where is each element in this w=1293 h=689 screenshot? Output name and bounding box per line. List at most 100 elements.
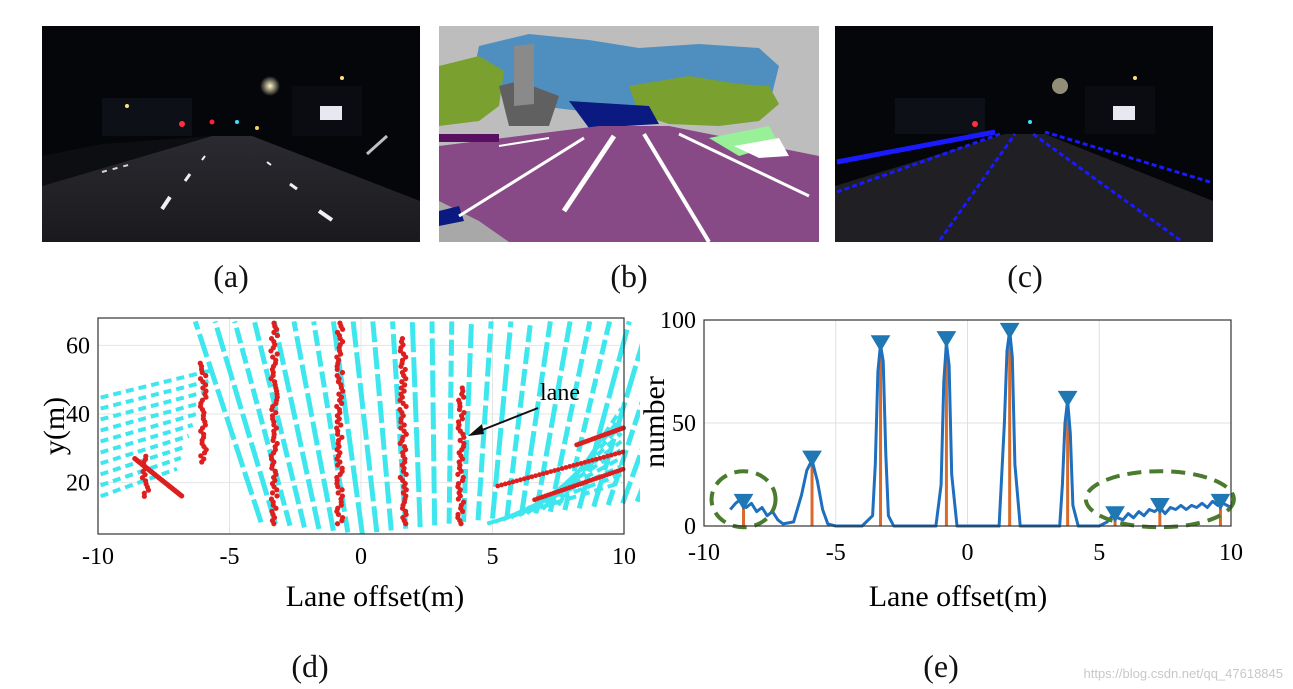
lane-point xyxy=(608,452,614,458)
lane-point xyxy=(620,466,626,472)
lane-point xyxy=(401,428,407,434)
lidar-scan-line xyxy=(475,321,494,521)
lane-point xyxy=(339,487,345,493)
x-tick-label: -10 xyxy=(688,540,720,566)
lane-point xyxy=(274,440,280,447)
lidar-scan-line xyxy=(100,434,190,466)
lidar-scan-line xyxy=(533,320,573,514)
lane-point xyxy=(612,451,618,457)
lidar-scan-line xyxy=(350,321,380,533)
lane-point xyxy=(271,320,277,326)
lane-point xyxy=(460,499,467,505)
caption-a: (a) xyxy=(213,258,249,294)
peak-marker xyxy=(870,335,891,352)
lidar-scan-line xyxy=(291,320,336,532)
lane-point xyxy=(455,471,461,477)
y-tick-label: 0 xyxy=(684,514,696,540)
lane-point xyxy=(197,376,204,382)
lidar-scan-line xyxy=(429,321,438,526)
y-axis-label: y(m) xyxy=(38,397,71,455)
lane-point xyxy=(510,479,516,485)
lane-point xyxy=(268,335,275,342)
x-tick-label: 10 xyxy=(1219,540,1243,566)
lane-point xyxy=(334,354,340,360)
caption-e: (e) xyxy=(923,648,959,684)
lidar-scan-line xyxy=(271,320,322,530)
lane-point xyxy=(400,514,406,521)
plot-frame xyxy=(97,317,625,535)
lane-point xyxy=(502,481,508,487)
lane-point xyxy=(555,467,561,472)
caption-c: (c) xyxy=(1007,258,1043,294)
lidar-scan-line xyxy=(100,412,198,444)
lane-point xyxy=(529,474,535,480)
lane-point xyxy=(269,413,276,419)
lane-point xyxy=(540,471,546,477)
lane-point xyxy=(401,443,408,450)
lane-point xyxy=(495,483,501,489)
lidar-scan-line xyxy=(100,390,206,422)
noise-ellipse-right xyxy=(1083,469,1236,530)
lane-point xyxy=(269,490,276,496)
lane-detection-image-c xyxy=(835,26,1213,242)
lane-point xyxy=(499,482,504,488)
lane-point xyxy=(455,511,461,518)
x-axis-label: Lane offset(m) xyxy=(286,580,465,613)
peak-marker xyxy=(802,450,822,468)
lane-point xyxy=(398,425,404,431)
x-tick-label: 10 xyxy=(612,544,636,570)
chart-body xyxy=(709,322,1236,530)
lidar-scan-line xyxy=(547,320,593,513)
lane-point xyxy=(397,406,403,413)
lane-point xyxy=(397,474,403,481)
lane-point xyxy=(334,425,340,431)
lidar-scan-line xyxy=(100,423,194,455)
caption-d: (d) xyxy=(291,648,329,684)
lane-point xyxy=(593,456,599,462)
lidar-scan-line xyxy=(232,320,293,527)
segmentation-b xyxy=(439,26,819,242)
lane-point xyxy=(334,474,340,481)
lane-point xyxy=(271,379,278,385)
night-road-image-a xyxy=(42,26,420,242)
lidar-scan-line xyxy=(620,448,640,505)
lane-point xyxy=(548,469,554,474)
axis-ticks: -10 -5 0 5 10 20 40 60 xyxy=(66,333,636,570)
lidar-scan-line xyxy=(461,321,474,523)
y-tick-label: 40 xyxy=(66,402,90,428)
caption-b: (b) xyxy=(610,258,648,294)
annotation-arrowhead xyxy=(468,424,484,436)
lane-point xyxy=(578,460,584,466)
x-tick-label: -5 xyxy=(220,544,240,570)
lane-point xyxy=(460,474,466,481)
peak-marker xyxy=(999,322,1020,340)
lane-point xyxy=(199,397,205,403)
lane-point xyxy=(456,397,462,403)
lane-point xyxy=(336,391,342,397)
y-tick-label: 20 xyxy=(66,471,90,497)
y-tick-label: 100 xyxy=(660,308,696,334)
lane-point xyxy=(197,360,203,366)
lidar-scan-line xyxy=(99,466,178,499)
lane-point xyxy=(335,490,341,496)
x-tick-label: 0 xyxy=(962,540,974,566)
lidar-scatter-plot-d: -10 -5 0 5 10 20 40 60 y(m) Lane offset(m) lane xyxy=(38,317,640,613)
peak-marker xyxy=(1149,497,1170,515)
lane-point xyxy=(203,373,209,379)
chart-grid xyxy=(703,319,1232,527)
lane-point xyxy=(198,453,204,459)
lane-point xyxy=(402,366,408,373)
lane-point xyxy=(270,354,276,360)
chart-x-axis-label: Lane offset(m) xyxy=(869,580,1048,613)
lidar-scan-line xyxy=(409,321,423,528)
x-tick-label: 0 xyxy=(355,544,367,570)
lidar-scan-line xyxy=(370,321,394,531)
lane-point xyxy=(334,403,340,410)
lane-point xyxy=(537,472,542,478)
lane-point xyxy=(273,410,279,416)
lane-point xyxy=(571,463,576,468)
histogram-line xyxy=(729,328,1232,528)
lane-point xyxy=(334,373,340,379)
lane-point xyxy=(337,320,343,326)
